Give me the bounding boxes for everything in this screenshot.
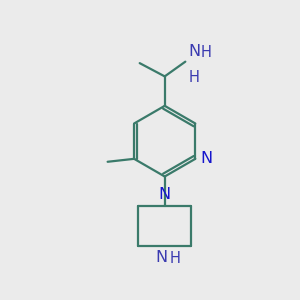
- Text: N: N: [159, 187, 171, 202]
- Text: N: N: [188, 44, 200, 59]
- Text: H: H: [188, 70, 199, 85]
- Text: N: N: [156, 250, 168, 265]
- Text: H: H: [169, 251, 181, 266]
- Text: N: N: [201, 151, 213, 166]
- Text: H: H: [201, 45, 212, 60]
